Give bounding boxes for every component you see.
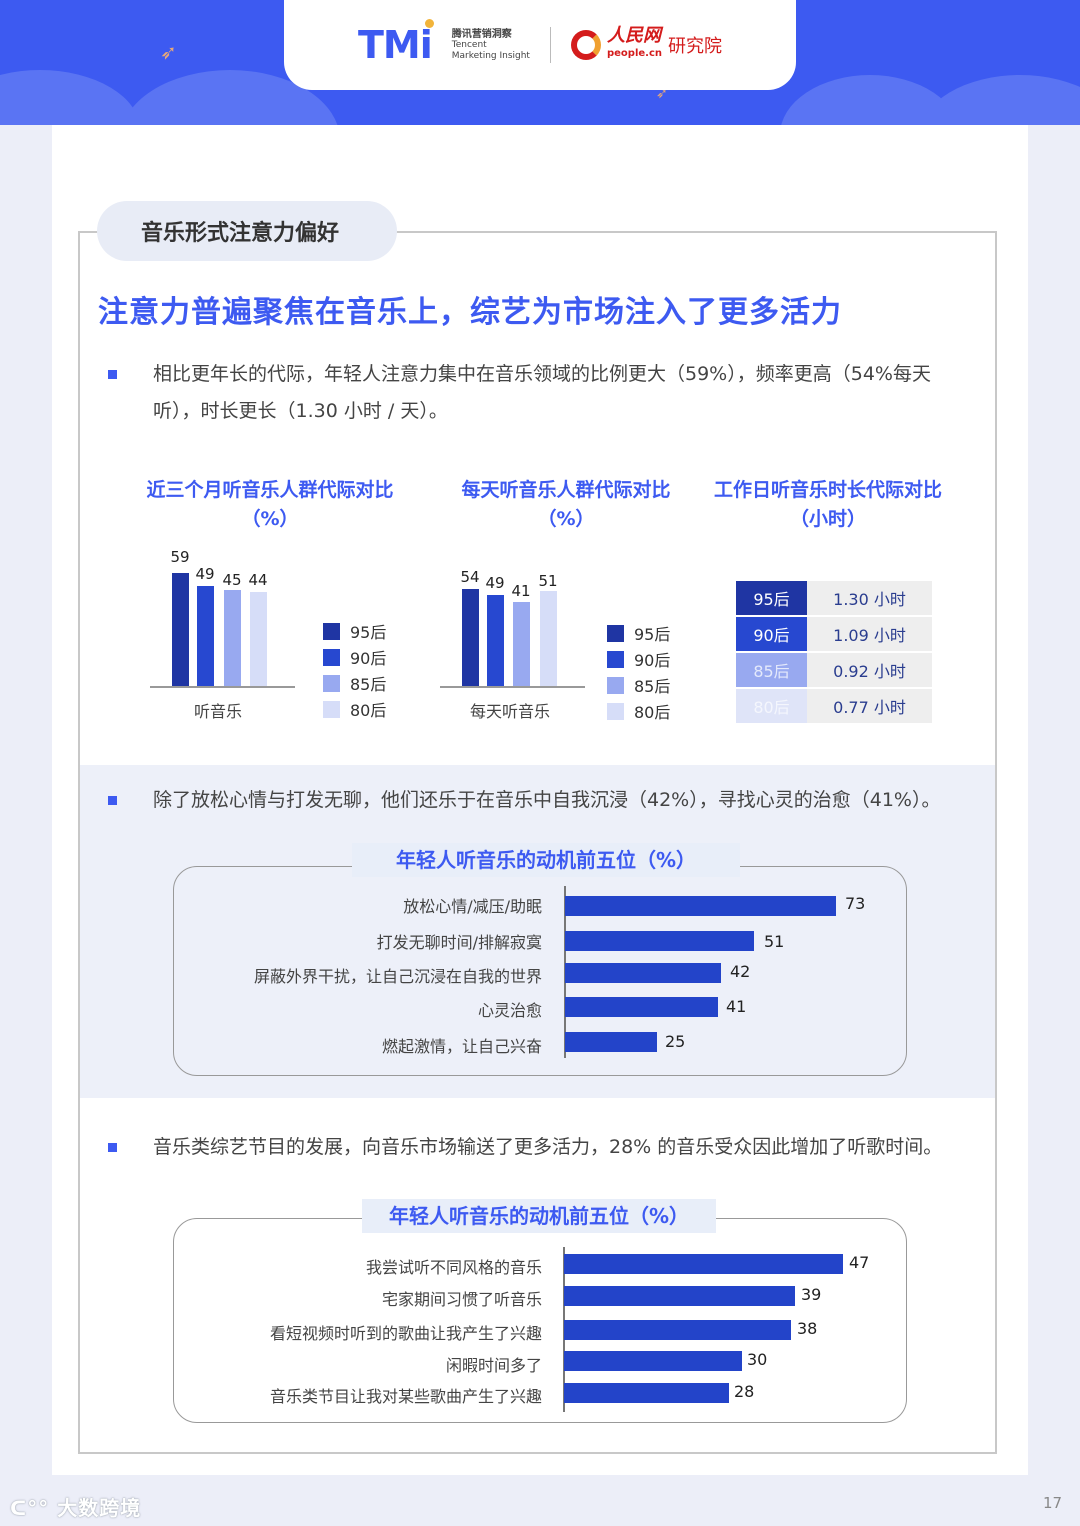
- cloud-decoration: [0, 70, 140, 125]
- table-row: 90后 1.09 小时: [736, 617, 932, 651]
- x-axis: [150, 686, 295, 688]
- bullet-2: 除了放松心情与打发无聊，他们还乐于在音乐中自我沉浸（42%），寻找心灵的治愈（4…: [108, 782, 978, 819]
- chart1-legend: 95后 90后 85后 80后: [323, 618, 386, 722]
- bar: [564, 1351, 742, 1371]
- section-tag: 音乐形式注意力偏好: [97, 201, 397, 261]
- chart1-title: 近三个月听音乐人群代际对比 （%）: [146, 479, 394, 530]
- x-axis: [440, 686, 585, 688]
- content-frame: [78, 231, 997, 1454]
- chart2-title: 每天听音乐人群代际对比 （%）: [461, 479, 671, 530]
- bar-85: [513, 602, 530, 686]
- swallow-icon: ➶: [160, 40, 177, 64]
- tmi-dot-icon: [424, 19, 434, 28]
- bar-85: [224, 590, 241, 686]
- table-row: 95后 1.30 小时: [736, 581, 932, 615]
- bar-95: [172, 573, 189, 686]
- chart2-bars: 54 49 41 51 每天听音乐: [440, 560, 585, 721]
- bullet-square-icon: [108, 1143, 117, 1152]
- y-axis: [563, 1247, 565, 1412]
- duration-table: 95后 1.30 小时 90后 1.09 小时 85后 0.92 小时 80后 0.77…: [736, 581, 932, 725]
- bar: [565, 896, 836, 916]
- logo-divider: [549, 27, 551, 63]
- bar: [564, 1383, 729, 1403]
- bar: [565, 997, 718, 1017]
- watermark-icon: ᑕ°°: [10, 1496, 58, 1520]
- bar-80: [250, 592, 267, 686]
- y-axis: [564, 886, 566, 1058]
- bullet-3: 音乐类综艺节目的发展，向音乐市场输送了更多活力，28% 的音乐受众因此增加了听歌…: [108, 1129, 978, 1166]
- bar: [565, 963, 721, 983]
- bar: [564, 1286, 795, 1306]
- bullet-square-icon: [108, 370, 117, 379]
- bar: [565, 1032, 657, 1052]
- chart4-title: 年轻人听音乐的动机前五位（%）: [352, 843, 740, 877]
- chart2-legend: 95后 90后 85后 80后: [607, 620, 670, 724]
- section-band: [80, 765, 995, 1098]
- bullet-1: 相比更年长的代际，年轻人注意力集中在音乐领域的比例更大（59%），频率更高（54…: [108, 356, 978, 430]
- bar: [565, 931, 754, 951]
- people-emblem-icon: [570, 30, 601, 60]
- bar: [564, 1254, 843, 1274]
- table-row: 85后 0.92 小时: [736, 653, 932, 687]
- bar-90: [487, 595, 504, 686]
- chart3-title: 工作日听音乐时长代际对比 （小时）: [713, 479, 942, 530]
- tmi-logo: TMi: [358, 19, 434, 67]
- chart1-bars: 59 49 45 44 听音乐: [150, 548, 295, 721]
- bar: [564, 1320, 791, 1340]
- watermark-logo: ᑕ°° 大数跨境: [10, 1496, 142, 1520]
- table-row: 80后 0.77 小时: [736, 689, 932, 723]
- people-logo: 人民网 people.cn 研究院: [570, 27, 722, 63]
- bar-80: [540, 591, 557, 686]
- bar-95: [462, 589, 479, 686]
- tmi-text: 腾讯营销洞察 Tencent Marketing Insight: [451, 28, 530, 61]
- page-number: 17: [1043, 1494, 1063, 1512]
- chart5-title: 年轻人听音乐的动机前五位（%）: [362, 1199, 716, 1233]
- swallow-icon: ➶: [656, 86, 668, 102]
- bar-90: [197, 586, 214, 686]
- page-title: 注意力普遍聚焦在音乐上，综艺为市场注入了更多活力: [98, 295, 842, 330]
- bullet-square-icon: [108, 796, 117, 805]
- cloud-decoration: [920, 75, 1080, 125]
- logo-card: TMi 腾讯营销洞察 Tencent Marketing Insight 人民网…: [284, 0, 796, 90]
